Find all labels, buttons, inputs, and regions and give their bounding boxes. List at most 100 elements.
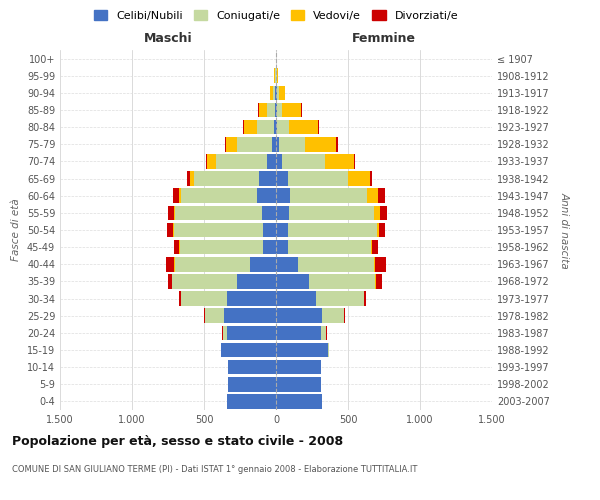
- Bar: [263, 240, 276, 254]
- Bar: [380, 206, 387, 220]
- Bar: [224, 308, 276, 323]
- Bar: [348, 172, 370, 186]
- Bar: [273, 86, 275, 100]
- Bar: [244, 120, 257, 134]
- Bar: [275, 86, 276, 100]
- Bar: [379, 222, 385, 238]
- Bar: [298, 257, 374, 272]
- Bar: [322, 308, 344, 323]
- Bar: [316, 292, 364, 306]
- Bar: [229, 360, 276, 374]
- Bar: [354, 154, 355, 168]
- Bar: [175, 206, 262, 220]
- Bar: [187, 172, 190, 186]
- Bar: [257, 120, 274, 134]
- Bar: [377, 222, 379, 238]
- Bar: [276, 68, 277, 83]
- Bar: [207, 154, 215, 168]
- Bar: [168, 206, 174, 220]
- Bar: [237, 274, 276, 288]
- Text: Popolazione per età, sesso e stato civile - 2008: Popolazione per età, sesso e stato civil…: [12, 435, 343, 448]
- Bar: [225, 137, 226, 152]
- Bar: [276, 240, 287, 254]
- Bar: [277, 120, 289, 134]
- Bar: [258, 102, 259, 118]
- Bar: [276, 206, 289, 220]
- Y-axis label: Anni di nascita: Anni di nascita: [559, 192, 569, 268]
- Bar: [290, 188, 367, 203]
- Bar: [166, 257, 175, 272]
- Bar: [229, 377, 276, 392]
- Bar: [370, 172, 372, 186]
- Bar: [179, 240, 263, 254]
- Bar: [272, 137, 276, 152]
- Bar: [175, 240, 179, 254]
- Bar: [259, 172, 276, 186]
- Bar: [305, 137, 337, 152]
- Bar: [275, 102, 276, 118]
- Bar: [243, 120, 244, 134]
- Text: Femmine: Femmine: [352, 32, 416, 45]
- Bar: [276, 394, 322, 408]
- Bar: [227, 394, 276, 408]
- Bar: [206, 154, 207, 168]
- Bar: [282, 154, 325, 168]
- Bar: [276, 120, 277, 134]
- Bar: [268, 154, 276, 168]
- Bar: [276, 360, 320, 374]
- Bar: [328, 342, 329, 357]
- Bar: [364, 292, 366, 306]
- Bar: [276, 308, 322, 323]
- Bar: [337, 137, 338, 152]
- Legend: Celibi/Nubili, Coniugati/e, Vedovi/e, Divorziati/e: Celibi/Nubili, Coniugati/e, Vedovi/e, Di…: [89, 6, 463, 25]
- Bar: [301, 102, 302, 118]
- Bar: [270, 86, 273, 100]
- Bar: [287, 222, 377, 238]
- Bar: [205, 308, 224, 323]
- Text: Maschi: Maschi: [143, 32, 193, 45]
- Bar: [268, 102, 275, 118]
- Text: COMUNE DI SAN GIULIANO TERME (PI) - Dati ISTAT 1° gennaio 2008 - Elaborazione TU: COMUNE DI SAN GIULIANO TERME (PI) - Dati…: [12, 465, 418, 474]
- Bar: [181, 188, 257, 203]
- Bar: [276, 292, 316, 306]
- Bar: [287, 240, 371, 254]
- Bar: [274, 120, 276, 134]
- Bar: [259, 102, 268, 118]
- Bar: [279, 137, 305, 152]
- Bar: [289, 120, 318, 134]
- Bar: [276, 377, 320, 392]
- Bar: [175, 257, 250, 272]
- Bar: [226, 137, 237, 152]
- Bar: [262, 206, 276, 220]
- Bar: [276, 137, 279, 152]
- Bar: [326, 326, 327, 340]
- Bar: [179, 188, 181, 203]
- Bar: [167, 222, 173, 238]
- Bar: [221, 342, 276, 357]
- Bar: [173, 188, 179, 203]
- Bar: [374, 257, 386, 272]
- Bar: [276, 102, 277, 118]
- Bar: [215, 154, 268, 168]
- Bar: [222, 326, 223, 340]
- Bar: [373, 240, 378, 254]
- Bar: [263, 222, 276, 238]
- Bar: [174, 206, 175, 220]
- Bar: [276, 188, 290, 203]
- Bar: [277, 102, 283, 118]
- Bar: [269, 86, 270, 100]
- Bar: [376, 274, 382, 288]
- Bar: [325, 154, 354, 168]
- Bar: [276, 326, 320, 340]
- Bar: [172, 274, 237, 288]
- Bar: [275, 68, 276, 83]
- Bar: [289, 206, 374, 220]
- Bar: [237, 137, 272, 152]
- Bar: [227, 326, 276, 340]
- Bar: [277, 86, 279, 100]
- Bar: [227, 292, 276, 306]
- Bar: [276, 274, 309, 288]
- Bar: [276, 342, 328, 357]
- Bar: [250, 257, 276, 272]
- Bar: [204, 308, 205, 323]
